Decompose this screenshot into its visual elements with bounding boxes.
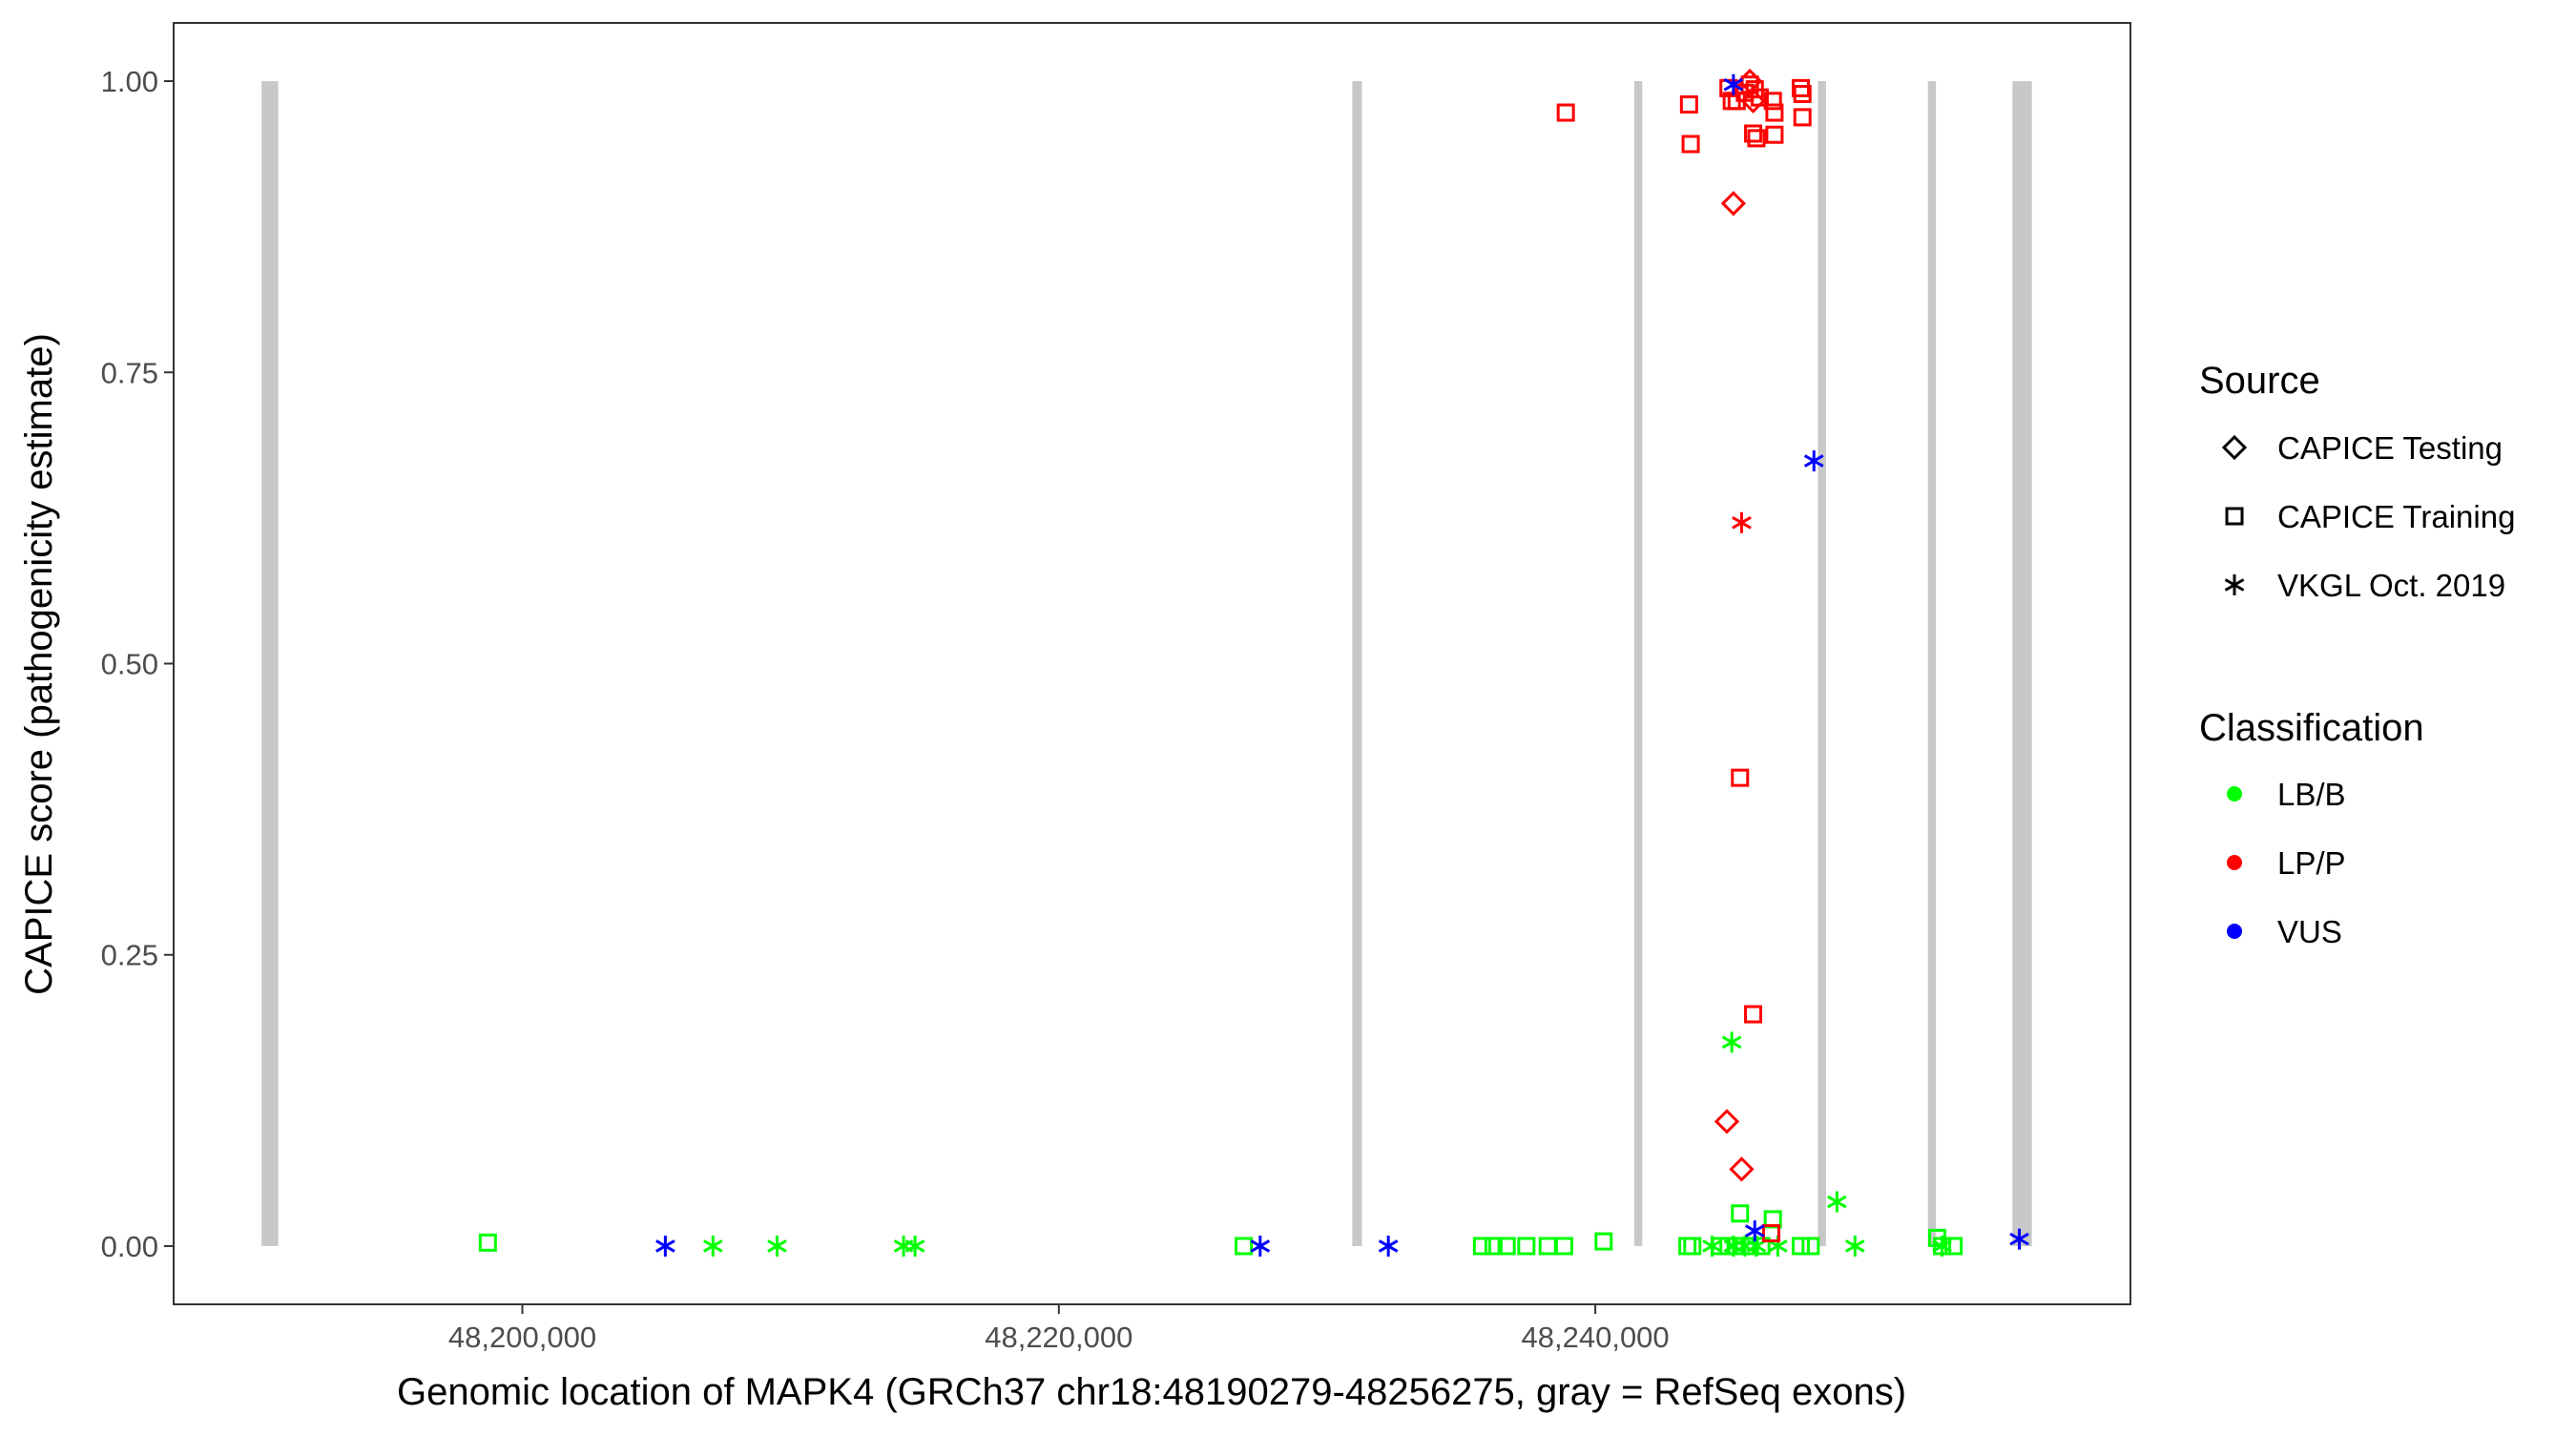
data-point-lb-b <box>1678 1237 1697 1256</box>
data-point-lp-p <box>1765 125 1784 144</box>
data-point-lb-b <box>893 1235 914 1257</box>
data-point-lb-b <box>1594 1232 1613 1251</box>
legend-color-dot-icon <box>2227 855 2242 870</box>
data-point-lb-b <box>1554 1237 1573 1256</box>
data-point-lb-b <box>1844 1235 1865 1257</box>
exon-bar <box>1352 81 1362 1246</box>
data-point-lp-p <box>1750 88 1769 107</box>
data-point-vus <box>1744 1220 1765 1242</box>
data-point-lb-b <box>1827 1191 1847 1213</box>
data-point-lb-b <box>1721 1031 1742 1053</box>
exon-bar <box>261 81 279 1246</box>
x-axis-title: Genomic location of MAPK4 (GRCh37 chr18:… <box>397 1371 1906 1413</box>
data-point-lb-b <box>702 1235 723 1257</box>
data-point-lp-p <box>1791 78 1810 97</box>
data-point-lb-b <box>1731 1204 1750 1223</box>
data-point-lb-b <box>1517 1237 1536 1256</box>
data-point-lb-b <box>1472 1237 1491 1256</box>
data-point-lp-p <box>1744 124 1763 143</box>
x-tick-label: 48,220,000 <box>985 1321 1132 1354</box>
data-point-lb-b <box>1497 1237 1516 1256</box>
data-point-lb-b <box>1683 1237 1702 1256</box>
data-point-lp-p <box>1744 1005 1763 1024</box>
data-point-lp-p <box>1740 75 1759 94</box>
legend-asterisk-icon <box>2224 574 2245 595</box>
y-axis: 0.00 0.25 0.50 0.75 1.00 <box>101 65 174 1263</box>
data-point-lp-p <box>1747 129 1766 148</box>
data-point-lp-p <box>1729 1156 1755 1182</box>
legend-item-label: LB/B <box>2277 777 2346 812</box>
legend-color-dot-icon <box>2227 786 2242 801</box>
data-point-lb-b <box>1746 1235 1767 1257</box>
exon-bar <box>1927 81 1937 1246</box>
data-point-lp-p <box>1793 84 1812 103</box>
data-point-lp-p <box>1761 1224 1780 1243</box>
plot-panel-border <box>173 22 2131 1305</box>
x-axis: 48,200,000 48,220,000 48,240,000 <box>448 1304 1670 1354</box>
data-point-lp-p <box>1714 1109 1740 1134</box>
data-point-lp-p <box>1763 92 1782 111</box>
data-point-lp-p <box>1765 103 1784 122</box>
legend-title-classification: Classification <box>2199 707 2424 749</box>
legend: Source CAPICE Testing CAPICE Training VKGL… <box>2199 360 2515 949</box>
legend-title-source: Source <box>2199 360 2320 402</box>
exon-bar <box>1633 81 1643 1246</box>
data-point-lp-p <box>1731 768 1750 787</box>
x-tick-label: 48,240,000 <box>1522 1321 1670 1354</box>
legend-diamond-icon <box>2221 434 2248 461</box>
legend-item-label: VUS <box>2277 914 2342 949</box>
data-point-lb-b <box>1932 1235 1952 1257</box>
data-point-vus <box>1723 73 1744 95</box>
data-point-lb-b <box>1944 1237 1963 1256</box>
data-point-lb-b <box>1538 1237 1557 1256</box>
data-point-vus <box>2009 1228 2029 1250</box>
exon-bar <box>2012 81 2032 1246</box>
y-tick-label: 0.25 <box>101 939 158 972</box>
data-point-lb-b <box>478 1233 497 1252</box>
data-point-lb-b <box>1702 1235 1722 1257</box>
data-point-vus <box>1803 450 1824 472</box>
data-point-lp-p <box>1556 103 1575 122</box>
y-axis-title: CAPICE score (pathogenicity estimate) <box>18 333 60 995</box>
legend-item-label: CAPICE Testing <box>2277 430 2503 466</box>
legend-square-icon <box>2225 507 2244 526</box>
data-point-lp-p <box>1732 511 1752 533</box>
data-points <box>478 68 2029 1257</box>
legend-color-dot-icon <box>2227 924 2242 939</box>
legend-item-label: CAPICE Training <box>2277 499 2515 534</box>
y-tick-label: 0.00 <box>101 1230 158 1263</box>
exon-bars <box>261 81 2032 1246</box>
data-point-lb-b <box>904 1235 925 1257</box>
data-point-lp-p <box>1720 191 1746 217</box>
exon-bar <box>1818 81 1826 1246</box>
legend-item-label: LP/P <box>2277 845 2346 881</box>
data-point-lb-b <box>1235 1237 1254 1256</box>
data-point-lp-p <box>1679 94 1698 114</box>
data-point-lb-b <box>1791 1237 1810 1256</box>
y-tick-label: 0.50 <box>101 648 158 681</box>
data-point-vus <box>655 1235 675 1257</box>
data-point-lb-b <box>1484 1237 1503 1256</box>
data-point-lb-b <box>767 1235 787 1257</box>
data-point-lp-p <box>1681 135 1700 154</box>
data-point-vus <box>1250 1235 1271 1257</box>
data-point-lb-b <box>1801 1237 1820 1256</box>
data-point-vus <box>1378 1235 1399 1257</box>
x-tick-label: 48,200,000 <box>448 1321 596 1354</box>
data-point-lp-p <box>1793 108 1812 127</box>
y-tick-label: 1.00 <box>101 65 158 98</box>
legend-item-label: VKGL Oct. 2019 <box>2277 568 2505 603</box>
y-tick-label: 0.75 <box>101 356 158 389</box>
